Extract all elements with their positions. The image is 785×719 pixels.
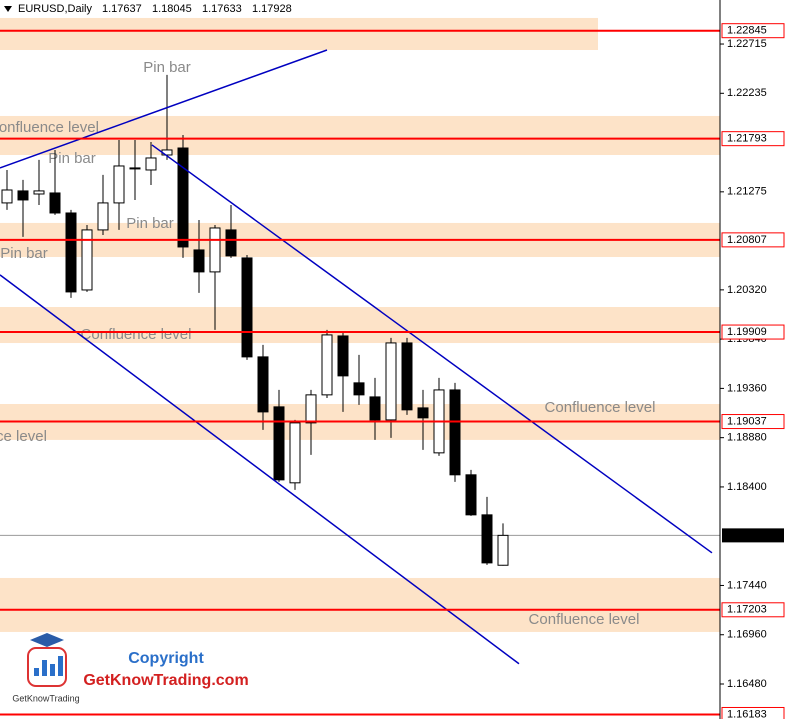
y-tick-label: 1.16480 [727,678,767,690]
logo-bar [50,664,55,676]
annotation: Pin bar [143,59,191,76]
watermark-title: Copyright [128,650,204,667]
level-label: 1.21793 [727,133,767,145]
zone [0,306,720,344]
logo-bar [34,668,39,676]
header-ohlc: 1.17637 [102,3,142,15]
candle-body [369,396,381,421]
candle-body [337,335,349,377]
candle-body [81,229,93,291]
logo-bar [42,660,47,676]
level-label-box [721,324,785,340]
annotation: Pin bar [0,245,48,262]
candle-body [97,202,109,231]
level-label-box [721,706,785,719]
trend-line [0,274,520,665]
level-label: 1.22845 [727,25,767,37]
level-label: 1.16183 [727,708,767,719]
level-label-box [721,232,785,248]
candle-body [145,157,157,171]
candle-body [353,382,365,396]
y-tick-label: 1.21275 [727,186,767,198]
annotation: Pin bar [126,215,174,232]
level-label: 1.19037 [727,415,767,427]
candle-body [289,422,301,484]
level-label: 1.20807 [727,234,767,246]
candle-body [241,257,253,358]
y-tick-label: 1.18400 [727,481,767,493]
level-label: 1.17203 [727,604,767,616]
candle-body [449,389,461,476]
y-tick-label: 1.18880 [727,432,767,444]
trend-line [151,144,713,554]
candle-body [17,190,29,201]
level-label-box [721,414,785,430]
candle-body [385,342,397,421]
watermark: GetKnowTrading Copyright GetKnowTrading.co… [12,633,249,703]
logo-text: GetKnowTrading [12,693,79,703]
candle-body [49,192,61,214]
candle-body [273,406,285,481]
candle-body [193,249,205,273]
annotation: Confluence level [0,119,99,136]
watermark-site: GetKnowTrading.com [83,672,248,689]
zone [0,115,720,155]
level-label: 1.19909 [727,326,767,338]
annotation: Confluence level [529,611,640,628]
level-label-box [721,131,785,147]
candle-body [465,474,477,516]
annotation: Confluence level [0,428,47,445]
logo-cap [30,633,64,647]
candle-body [481,514,493,564]
menu-icon [4,6,12,12]
y-tick-label: 1.19360 [727,382,767,394]
candle-body [1,189,13,204]
current-price-label: 1.17928 [727,529,767,541]
candle-body [305,394,317,424]
candle-body [65,212,77,293]
logo-bar [58,656,63,676]
annotation: Confluence level [545,399,656,416]
y-tick-label: 1.22715 [727,38,767,50]
candle-body [129,167,141,170]
header-ohlc: 1.17633 [202,3,242,15]
level-label-box [721,602,785,618]
header: EURUSD,Daily 1.17637 1.18045 1.17633 1.17928 [18,3,292,15]
candle-body [401,342,413,411]
annotation: Pin bar [48,150,96,167]
y-tick-label: 1.20320 [727,284,767,296]
candle-body [209,227,221,273]
candle-body [417,407,429,419]
header-ohlc: 1.18045 [152,3,192,15]
annotation: Confluence level [81,326,192,343]
candle-body [113,165,125,204]
current-price-box [722,528,784,543]
candle-body [225,229,237,257]
chart-title: EURUSD,Daily [18,3,92,15]
trend-line [0,49,328,169]
plot-area: Pin bar Pin bar Pin bar Pin bar Confluence l… [0,17,720,716]
y-tick-label: 1.17440 [727,579,767,591]
candle-body [497,534,509,566]
candle-body [177,147,189,248]
candle-body [257,356,269,413]
level-label-box [721,23,785,39]
y-tick-label: 1.22235 [727,87,767,99]
candle-body [33,190,45,195]
candle-body [321,334,333,396]
zone [0,17,598,50]
zone [0,577,720,632]
y-tick-label: 1.16960 [727,629,767,641]
header-ohlc: 1.17928 [252,3,292,15]
